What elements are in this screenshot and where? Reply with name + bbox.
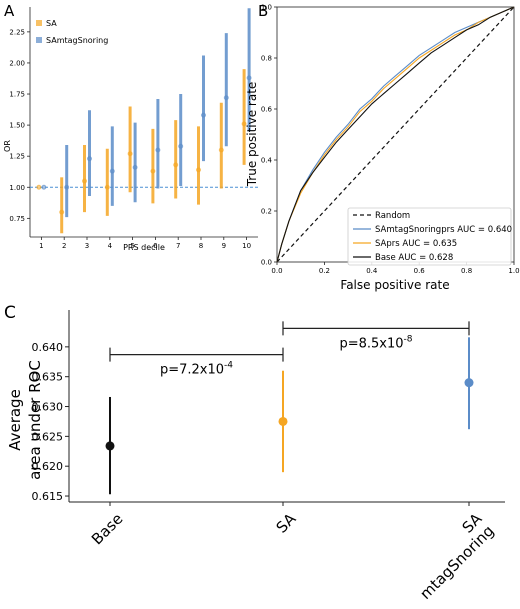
panel-a-y-tick-label: 0.75 [9, 215, 25, 223]
panel-c-y-tick-label: 0.620 [32, 460, 64, 473]
panel-a-x-tick-label: 8 [199, 242, 203, 250]
legend-entry-saprs-auc: SAprs AUC = 0.635 [375, 239, 457, 249]
panel-a-x-tick-label: 9 [222, 242, 226, 250]
panel-a-x-tick-label: 7 [176, 242, 180, 250]
panel-a-y-tick-label: 1.50 [9, 122, 25, 130]
legend-entry-base-auc: Base AUC = 0.628 [375, 253, 453, 263]
panel-b-y-tick-label: 0.4 [261, 157, 273, 165]
panel-b-legend-box [347, 207, 512, 266]
panel-a-y-tick-label: 1.25 [9, 153, 25, 161]
panel-a-x-tick-label: 6 [153, 242, 158, 250]
panel-c-x-tick-label-line: Base [88, 510, 127, 549]
panel-a-or-by-decile: A 0.75 1.00 1.25 1.50 1.75 2.00 2.25 1 2 3 4 5 6 7 8 9… [3, 2, 258, 252]
legend-entry-samtagsnoring: SAmtagSnoring [46, 36, 108, 45]
panel-a-y-tick-label: 1.75 [9, 91, 25, 99]
legend-marker-samtagsnoring [36, 37, 42, 43]
panel-c-point-base [105, 441, 115, 451]
panel-a-point-sa [104, 184, 110, 190]
panel-b-roc-curves: B 0.00.20.40.60.81.0 0.0 0.2 0.4 0.6 0.8 1.0 … [245, 2, 520, 292]
panel-a-legend: SA SAmtagSnoring [36, 19, 108, 45]
panel-c-x-tick-label: SAmtagSnoring [404, 509, 498, 603]
p-value-label-base-vs-sa: p=7.2x10-4 [160, 361, 233, 378]
panel-a-point-sa [36, 184, 42, 190]
panel-c-y-tick-label: 0.615 [32, 490, 64, 503]
panel-a-x-tick-label: 4 [108, 242, 113, 250]
panel-a-point-samtagsnoring [41, 184, 47, 190]
panel-c-x-tick-label: Base [88, 510, 127, 549]
panel-b-roc-curve-random [276, 6, 515, 263]
p-value-exponent: -4 [224, 361, 233, 371]
panel-b-x-tick-label: 0.0 [271, 267, 282, 275]
panel-a-point-sa [196, 167, 201, 173]
panel-a-y-tick-label: 2.25 [9, 28, 25, 36]
panel-a-point-samtagsnoring [155, 147, 161, 153]
panel-c-label: C [4, 303, 16, 323]
panel-a-point-sa [59, 209, 65, 215]
panel-a-x-tick-label: 3 [85, 242, 89, 250]
panel-b-y-tick-label: 0.8 [261, 55, 272, 63]
panel-c-average-auc: C 0.615 0.620 0.625 0.630 0.635 0.640 Base SA S… [4, 303, 505, 603]
panel-a-point-samtagsnoring [246, 75, 252, 81]
panel-b-roc-curve-samtagsnoringprs [276, 6, 515, 263]
panel-a-x-axis-label: PRS decile [123, 243, 165, 252]
panel-b-y-tick-label: 0.0 [261, 259, 272, 267]
panel-b-x-tick-label: 1.0 [508, 267, 519, 275]
panel-b-y-axis-label: True positive rate [245, 82, 259, 188]
panel-c-y-axis-label-line-2: area under ROC [26, 360, 44, 480]
p-value-exponent: -8 [404, 334, 413, 344]
panel-b-y-tick-label: 0.2 [261, 208, 272, 216]
panel-b-y-tick-label: 0.6 [261, 106, 273, 114]
panel-a-x-tick-label: 5 [130, 242, 134, 250]
panel-a-point-samtagsnoring [109, 168, 115, 174]
panel-a-point-sa [127, 151, 133, 157]
panel-a-point-samtagsnoring [132, 164, 138, 170]
panel-a-y-axis-label: OR [3, 140, 12, 152]
legend-entry-samtagsnoringprs-auc: SAmtagSnoringprs AUC = 0.640 [375, 225, 512, 235]
panel-c-y-tick-label: 0.625 [32, 430, 64, 443]
panel-c-y-tick-label: 0.630 [32, 401, 64, 414]
panel-a-label: A [4, 2, 15, 20]
p-value-text: p=7.2x10 [160, 363, 224, 378]
panel-a-x-tick-label: 2 [62, 242, 66, 250]
panel-a-point-samtagsnoring [178, 143, 184, 149]
p-value-text: p=8.5x10 [339, 336, 403, 351]
legend-marker-sa [36, 20, 42, 26]
panel-a-y-tick-label: 1.00 [9, 184, 25, 192]
legend-entry-sa: SA [46, 19, 57, 28]
legend-entry-random: Random [375, 211, 410, 221]
panel-a-point-sa [150, 168, 156, 174]
panel-c-y-tick-label: 0.635 [32, 371, 64, 384]
panel-c-point-sa-mtagsnoring [464, 378, 474, 388]
panel-b-roc-curve-saprs [276, 6, 515, 263]
p-value-label-sa-vs-mtagsnoring: p=8.5x10-8 [339, 334, 412, 351]
panel-a-point-samtagsnoring [223, 95, 229, 101]
panel-c-x-tick-label-line: mtagSnoring [416, 522, 497, 603]
panel-c-y-axis-label-line-1: Average [6, 389, 24, 451]
panel-b-y-tick-label: 1.0 [261, 4, 272, 12]
panel-b-roc-curve-base [276, 6, 515, 263]
panel-b-x-tick-label: 0.6 [414, 267, 426, 275]
panel-b-legend: Random SAmtagSnoringprs AUC = 0.640 SApr… [347, 207, 512, 266]
panel-a-y-tick-label: 2.00 [9, 59, 25, 67]
panel-a-point-samtagsnoring [201, 112, 206, 118]
panel-a-point-sa [82, 178, 87, 184]
panel-a-x-tick-label: 10 [242, 242, 251, 250]
panel-b-x-axis-label: False positive rate [340, 278, 449, 292]
panel-a-point-sa [173, 162, 179, 168]
panel-c-y-tick-label: 0.640 [32, 341, 64, 354]
panel-c-point-sa [278, 416, 288, 426]
panel-a-point-samtagsnoring [64, 184, 70, 190]
panel-b-x-tick-label: 0.2 [319, 267, 330, 275]
panel-b-x-tick-label: 0.8 [461, 267, 472, 275]
panel-b-label: B [258, 2, 268, 20]
panel-a-point-samtagsnoring [87, 156, 92, 162]
panel-a-point-sa [218, 147, 224, 153]
panel-c-x-tick-label-line: SA [273, 509, 300, 536]
panel-a-point-sa [241, 121, 247, 127]
panel-a-x-tick-label: 1 [39, 242, 43, 250]
panel-b-x-tick-label: 0.4 [366, 267, 378, 275]
panel-c-x-tick-label: SA [273, 509, 300, 536]
